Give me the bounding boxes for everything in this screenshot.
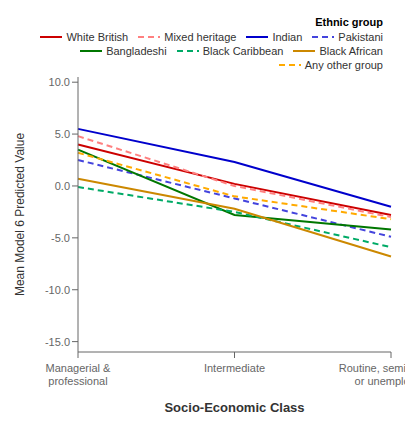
html-text:Pakistani: Pakistani (338, 31, 383, 43)
svg-text:-15.0: -15.0 (45, 336, 70, 348)
html-text:Mixed heritage: Mixed heritage (164, 31, 237, 43)
html-text:Any other group: Any other group (304, 59, 383, 71)
svg-text:Intermediate: Intermediate (204, 362, 265, 374)
html-text:White British: White British (66, 31, 129, 43)
svg-text:-5.0: -5.0 (51, 232, 70, 244)
svg-text:-10.0: -10.0 (45, 284, 70, 296)
svg-text:0.0: 0.0 (55, 180, 70, 192)
html-text:Black Caribbean: Black Caribbean (202, 45, 284, 57)
html-text:Black African: Black African (319, 45, 383, 57)
svg-text:5.0: 5.0 (55, 128, 70, 140)
html-text:Bangladeshi: Bangladeshi (106, 45, 167, 57)
svg-text:Managerial &professional: Managerial &professional (46, 362, 111, 387)
html-text:Ethnic group: Ethnic group (315, 16, 383, 28)
svg-text:Mean Model 6 Predicted Value: Mean Model 6 Predicted Value (13, 133, 27, 297)
svg-text:10.0: 10.0 (49, 76, 70, 88)
svg-text:Socio-Economic Class: Socio-Economic Class (164, 400, 304, 415)
svg-text:Routine, semi-routineor unempl: Routine, semi-routineor unemployed (339, 362, 405, 387)
html-text:Indian: Indian (272, 31, 303, 43)
